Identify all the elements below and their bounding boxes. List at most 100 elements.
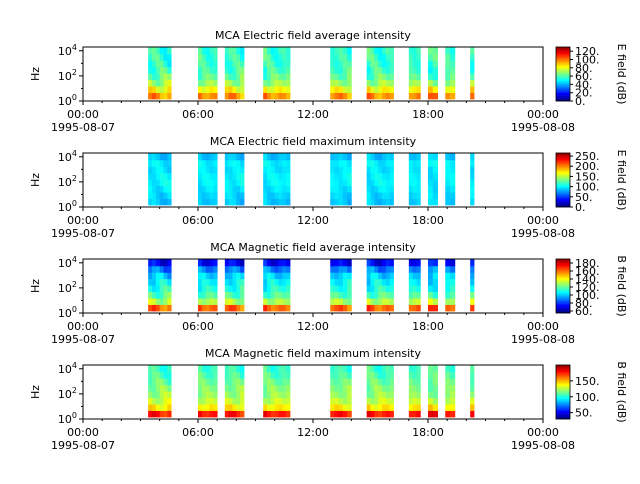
spectrogram-cell <box>408 397 414 405</box>
spectrogram-cell <box>286 404 291 411</box>
spectrogram-cell <box>240 278 245 286</box>
spectrogram-cell <box>263 298 268 305</box>
spectrogram-cell <box>378 159 383 167</box>
spectrogram-cell <box>228 192 233 199</box>
spectrogram-cell <box>334 53 340 61</box>
spectrogram-cell <box>228 265 233 273</box>
spectrogram-cell <box>282 185 287 193</box>
spectrogram-cell <box>198 47 203 55</box>
colorbar-segment <box>556 86 570 88</box>
spectrogram-cell <box>450 285 456 293</box>
spectrogram-cell <box>347 60 352 68</box>
spectrogram-cell <box>470 365 475 373</box>
spectrogram-cell <box>347 66 352 74</box>
colorbar-segment <box>556 412 570 414</box>
spectrogram-cell <box>432 66 438 74</box>
spectrogram-cell <box>428 291 434 299</box>
spectrogram-cell <box>389 384 394 392</box>
spectrogram-cell <box>338 410 344 418</box>
spectrogram-cell <box>163 397 168 405</box>
spectrogram-cell <box>366 304 371 312</box>
spectrogram-cell <box>378 86 383 93</box>
spectrogram-cell <box>155 265 161 273</box>
spectrogram-cell <box>374 259 379 267</box>
spectrogram-cell <box>286 198 291 206</box>
spectrogram-cell <box>378 66 383 74</box>
spectrogram-cell <box>270 272 276 280</box>
spectrogram-cell <box>278 172 283 180</box>
spectrogram-cell <box>228 172 233 180</box>
spectrogram-cell <box>198 86 203 93</box>
spectrogram-cell <box>159 298 164 305</box>
spectrogram-cell <box>282 278 287 286</box>
spectrogram-cell <box>342 298 348 305</box>
spectrogram-cell <box>159 278 164 286</box>
spectrogram-cell <box>213 53 218 61</box>
spectrogram-cell <box>412 365 417 373</box>
spectrogram-cell <box>385 166 391 174</box>
spectrogram-cell <box>148 79 153 87</box>
spectrogram-cell <box>163 73 168 81</box>
spectrogram-cell <box>378 397 383 405</box>
spectrogram-cell <box>236 79 241 87</box>
spectrogram-cell <box>201 86 207 93</box>
spectrogram-cell <box>274 391 279 399</box>
colorbar-segment <box>556 294 570 296</box>
colorbar-segment <box>556 51 570 53</box>
colorbar-segment <box>556 78 570 80</box>
spectrogram-cell <box>286 291 291 299</box>
spectrogram-cell <box>228 278 233 286</box>
spectrogram-cell <box>445 391 451 399</box>
spectrogram-cell <box>412 53 417 61</box>
spectrogram-cell <box>286 92 291 100</box>
spectrogram-cell <box>205 159 210 167</box>
spectrogram-cell <box>163 384 168 392</box>
colorbar-segment <box>556 83 570 86</box>
spectrogram-cell <box>274 66 279 74</box>
spectrogram-cell <box>338 153 344 161</box>
x-tick-label: 00:00 <box>67 320 99 333</box>
spectrogram-cell <box>278 278 283 286</box>
spectrogram-cell <box>201 53 207 61</box>
spectrogram-cell <box>152 384 157 392</box>
colorbar-segment <box>556 76 570 79</box>
spectrogram-cell <box>334 378 340 386</box>
spectrogram-cell <box>334 304 340 312</box>
spectrogram-cell <box>428 384 434 392</box>
colorbar-segment <box>556 295 570 298</box>
spectrogram-cell <box>432 391 438 399</box>
spectrogram-cell <box>274 285 279 293</box>
spectrogram-cell <box>416 66 421 74</box>
spectrogram-cell <box>366 53 371 61</box>
spectrogram-cell <box>155 47 161 55</box>
spectrogram-cell <box>286 86 291 93</box>
spectrogram-cell <box>282 365 287 373</box>
spectrogram-cell <box>347 259 352 267</box>
spectrogram-cell <box>232 404 237 411</box>
spectrogram-cell <box>205 391 210 399</box>
spectrogram-cell <box>201 192 207 199</box>
spectrogram-cell <box>385 298 391 305</box>
spectrogram-cell <box>152 304 157 312</box>
spectrogram-cell <box>286 47 291 55</box>
x-tick-label: 06:00 <box>182 214 214 227</box>
spectrogram-cell <box>470 371 475 379</box>
spectrogram-cell <box>228 397 233 405</box>
spectrogram-cell <box>267 378 272 386</box>
spectrogram-cell <box>148 397 153 405</box>
colorbar-segment <box>556 155 570 158</box>
spectrogram-cell <box>342 378 348 386</box>
colorbar-segment <box>556 386 570 389</box>
spectrogram-cell <box>445 153 451 161</box>
spectrogram-cell <box>209 47 214 55</box>
spectrogram-cell <box>338 159 344 167</box>
spectrogram-cell <box>450 73 456 81</box>
colorbar-segment <box>556 402 570 405</box>
colorbar-frame <box>555 46 571 102</box>
spectrogram-cell <box>198 92 203 100</box>
spectrogram-cell <box>445 278 451 286</box>
spectrogram-cell <box>428 53 434 61</box>
spectrogram-cell <box>412 47 417 55</box>
spectrogram-cell <box>163 66 168 74</box>
spectrogram-cell <box>159 259 164 267</box>
